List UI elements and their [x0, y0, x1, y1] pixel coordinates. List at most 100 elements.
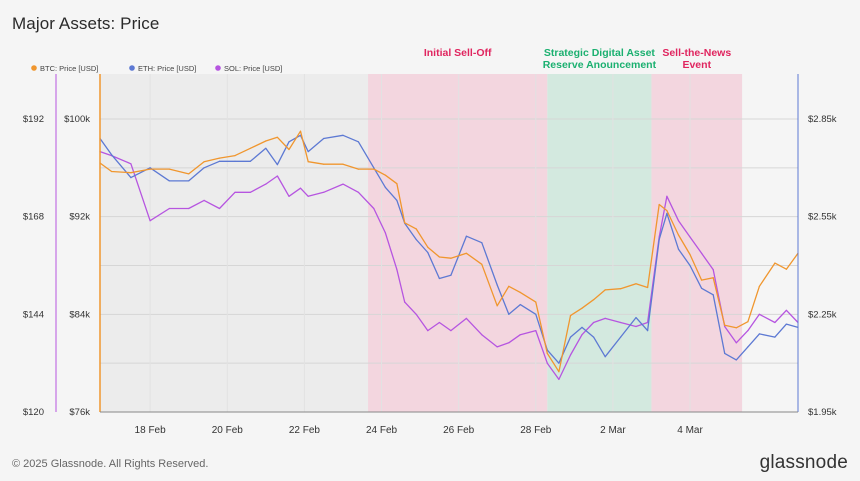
data-point-eth [774, 336, 776, 338]
legend-label: BTC: Price [USD] [40, 64, 98, 73]
data-point-sol [249, 191, 251, 193]
data-point-btc [635, 283, 637, 285]
data-point-eth [307, 151, 309, 153]
data-point-btc [404, 222, 406, 224]
data-point-sol [666, 195, 668, 197]
data-point-btc [265, 140, 267, 142]
data-point-eth [724, 352, 726, 354]
axes: $192 $168 $144 $120 $100k $92k $84k $76k $2.85k $… [23, 74, 837, 436]
data-point-eth [342, 134, 344, 136]
highlight-regions [100, 74, 743, 412]
data-point-btc [450, 257, 452, 259]
sol-tick-label: $192 [23, 114, 44, 125]
data-point-btc [569, 315, 572, 317]
data-point-sol [635, 325, 637, 328]
data-point-btc [747, 321, 749, 323]
data-point-sol [677, 220, 680, 222]
chart-title: Major Assets: Price [12, 14, 160, 33]
data-point-eth [130, 177, 132, 179]
data-point-sol [438, 321, 440, 324]
data-point-eth [218, 160, 221, 162]
data-point-eth [496, 284, 498, 286]
region-0 [368, 74, 548, 412]
data-point-btc [276, 136, 278, 138]
data-point-btc [307, 161, 309, 163]
data-point-eth [747, 346, 749, 348]
data-point-eth [427, 251, 429, 254]
data-point-eth [593, 336, 595, 338]
data-point-eth [508, 313, 510, 315]
data-point-btc [581, 307, 583, 309]
data-point-btc [234, 155, 236, 157]
data-point-btc [546, 352, 548, 354]
data-point-eth [785, 323, 788, 325]
data-point-btc [203, 161, 205, 163]
data-point-btc [465, 252, 467, 254]
legend-dot [31, 65, 37, 71]
x-tick-label: 4 Mar [677, 425, 703, 436]
data-point-btc [373, 168, 375, 170]
data-point-sol [299, 187, 302, 189]
sol-tick-label: $120 [23, 407, 44, 418]
data-point-sol [712, 269, 714, 271]
data-point-eth [438, 277, 440, 280]
data-point-sol [276, 175, 278, 177]
data-point-btc [558, 371, 560, 373]
data-point-eth [677, 248, 680, 250]
data-point-sol [384, 232, 386, 234]
data-point-sol [581, 334, 583, 336]
data-point-eth [758, 333, 761, 335]
brand-logo[interactable]: glassnode [759, 452, 848, 473]
data-point-sol [450, 330, 452, 332]
data-point-eth [647, 330, 649, 332]
data-point-btc [342, 163, 344, 165]
data-point-eth [384, 186, 386, 188]
data-point-btc [188, 173, 190, 175]
btc-tick-label: $84k [69, 309, 90, 320]
data-point-sol [404, 301, 406, 303]
data-point-sol [689, 236, 691, 238]
data-point-eth [535, 313, 537, 315]
data-point-sol [307, 195, 309, 197]
data-point-eth [701, 287, 703, 289]
series-line-btc [99, 130, 799, 373]
data-point-btc [658, 203, 660, 206]
data-point-btc [288, 148, 290, 151]
x-tick-label: 20 Feb [212, 425, 244, 436]
data-point-sol [465, 317, 467, 319]
data-point-btc [604, 289, 606, 291]
region-2 [651, 74, 743, 412]
copyright-text: © 2025 Glassnode. All Rights Reserved. [12, 458, 209, 470]
data-point-btc [323, 163, 325, 165]
data-point-btc [620, 288, 622, 290]
data-point-btc [593, 299, 595, 301]
data-point-btc [438, 256, 440, 258]
data-point-sol [168, 207, 170, 210]
data-point-btc [427, 246, 429, 248]
data-point-eth [188, 180, 190, 182]
data-point-btc [111, 170, 113, 173]
data-point-eth [203, 167, 205, 169]
data-point-eth [249, 160, 251, 162]
data-point-sol [758, 313, 761, 315]
data-point-eth [735, 359, 737, 361]
region-label-0: Initial Sell-Off [424, 47, 492, 59]
data-point-btc [535, 301, 537, 303]
legend-label: ETH: Price [USD] [138, 64, 196, 73]
data-point-btc [249, 147, 251, 149]
data-point-eth [234, 160, 236, 162]
region-label-2: Sell-the-News Event [662, 47, 731, 71]
data-point-sol [357, 191, 359, 193]
data-point-sol [288, 195, 290, 197]
data-point-eth [569, 336, 572, 338]
data-point-btc [712, 277, 714, 279]
data-point-btc [677, 234, 680, 236]
data-point-btc [415, 228, 417, 230]
data-point-sol [774, 321, 776, 324]
legend: BTC: Price [USD] ETH: Price [USD] SOL: Pri… [31, 64, 282, 73]
series-line-eth [99, 134, 799, 364]
data-point-sol [519, 334, 521, 336]
data-point-btc [384, 174, 386, 176]
data-point-sol [647, 321, 649, 324]
data-point-btc [508, 285, 510, 287]
